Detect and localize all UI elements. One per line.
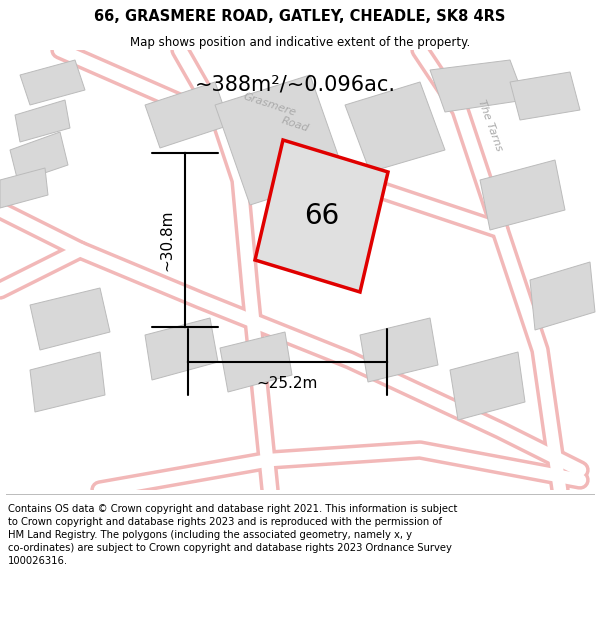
Polygon shape: [345, 82, 445, 172]
Polygon shape: [0, 168, 48, 208]
Polygon shape: [10, 132, 68, 182]
Text: ~25.2m: ~25.2m: [257, 376, 318, 391]
Polygon shape: [480, 160, 565, 230]
Polygon shape: [430, 60, 525, 112]
Polygon shape: [530, 262, 595, 330]
Text: ~388m²/~0.096ac.: ~388m²/~0.096ac.: [194, 75, 395, 95]
Polygon shape: [30, 288, 110, 350]
Polygon shape: [145, 318, 218, 380]
Text: Contains OS data © Crown copyright and database right 2021. This information is : Contains OS data © Crown copyright and d…: [8, 504, 457, 566]
Polygon shape: [215, 75, 345, 205]
Polygon shape: [510, 72, 580, 120]
Text: Road: Road: [280, 116, 310, 134]
Polygon shape: [15, 100, 70, 142]
Polygon shape: [20, 60, 85, 105]
Text: 66: 66: [304, 202, 339, 230]
Text: Grasmere: Grasmere: [242, 92, 298, 118]
Text: 66, GRASMERE ROAD, GATLEY, CHEADLE, SK8 4RS: 66, GRASMERE ROAD, GATLEY, CHEADLE, SK8 …: [94, 9, 506, 24]
Text: Map shows position and indicative extent of the property.: Map shows position and indicative extent…: [130, 36, 470, 49]
Polygon shape: [220, 332, 292, 392]
Polygon shape: [145, 82, 230, 148]
Polygon shape: [450, 352, 525, 420]
Text: ~30.8m: ~30.8m: [160, 209, 175, 271]
Text: The Tarns: The Tarns: [476, 98, 504, 152]
Polygon shape: [360, 318, 438, 382]
Polygon shape: [255, 140, 388, 292]
Polygon shape: [30, 352, 105, 412]
